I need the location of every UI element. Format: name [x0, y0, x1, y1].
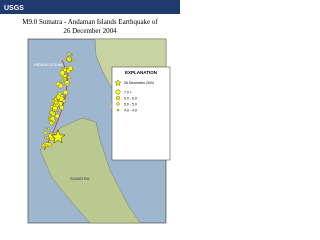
- aftershock: [44, 136, 47, 140]
- aftershock: [56, 109, 59, 112]
- aftershock: [72, 58, 75, 61]
- header-bar: [0, 0, 180, 14]
- legend-text: 4.0 - 4.9: [124, 108, 137, 112]
- aftershock: [45, 127, 48, 130]
- aftershock: [54, 97, 58, 101]
- legend-symbol: [114, 79, 122, 86]
- legend: EXPLANATION 26 December 2004 7.0 + 6.0 - …: [111, 66, 171, 161]
- aftershock: [49, 121, 54, 125]
- aftershock: [54, 113, 60, 119]
- aftershock: [55, 104, 59, 108]
- aftershock: [68, 56, 71, 59]
- legend-symbol: [115, 89, 121, 95]
- title-line: M9.0 Sumatra - Andaman Islands Earthquak…: [22, 18, 158, 26]
- aftershock: [56, 91, 59, 94]
- aftershock: [49, 131, 52, 134]
- legend-items: 7.0 + 6.0 - 6.9 5.0 - 5.9 4.0 - 4.9: [115, 89, 137, 112]
- legend-text: 26 December 2004: [124, 81, 154, 85]
- logo: USGS: [4, 5, 24, 12]
- map-label: SUMATRA: [70, 176, 90, 181]
- legend-text: 7.0 +: [124, 90, 132, 94]
- legend-box: [111, 66, 171, 161]
- sumatra: [39, 117, 141, 224]
- aftershock: [64, 77, 67, 80]
- aftershock: [48, 117, 52, 120]
- aftershock: [68, 65, 73, 71]
- aftershock: [63, 89, 69, 95]
- aftershock: [65, 83, 70, 87]
- legend-symbol: [116, 102, 120, 106]
- legend-text: 5.0 - 5.9: [124, 102, 137, 106]
- main-shock: [50, 129, 66, 144]
- legend-text: 6.0 - 6.9: [124, 96, 137, 100]
- legend-symbol: [116, 108, 120, 112]
- aftershock: [67, 75, 71, 79]
- aftershock: [49, 110, 54, 115]
- page: USGS M9.0 Sumatra - Andaman Islands Eart…: [0, 0, 180, 224]
- title-line: 26 December 2004: [63, 27, 117, 35]
- aftershock: [59, 96, 64, 102]
- legend-symbol: [116, 96, 120, 100]
- aftershock: [55, 81, 61, 86]
- aftershock: [59, 70, 65, 76]
- legend-title: EXPLANATION: [125, 70, 157, 75]
- aftershock: [67, 52, 71, 56]
- map-label: INDIAN OCEAN: [34, 62, 63, 67]
- map-figure: USGS M9.0 Sumatra - Andaman Islands Eart…: [0, 0, 180, 224]
- aftershock: [47, 127, 50, 131]
- aftershock: [59, 105, 64, 110]
- aftershock: [44, 143, 48, 147]
- aftershock: [43, 131, 48, 135]
- aftershock: [70, 53, 73, 56]
- aftershocks: [41, 52, 75, 148]
